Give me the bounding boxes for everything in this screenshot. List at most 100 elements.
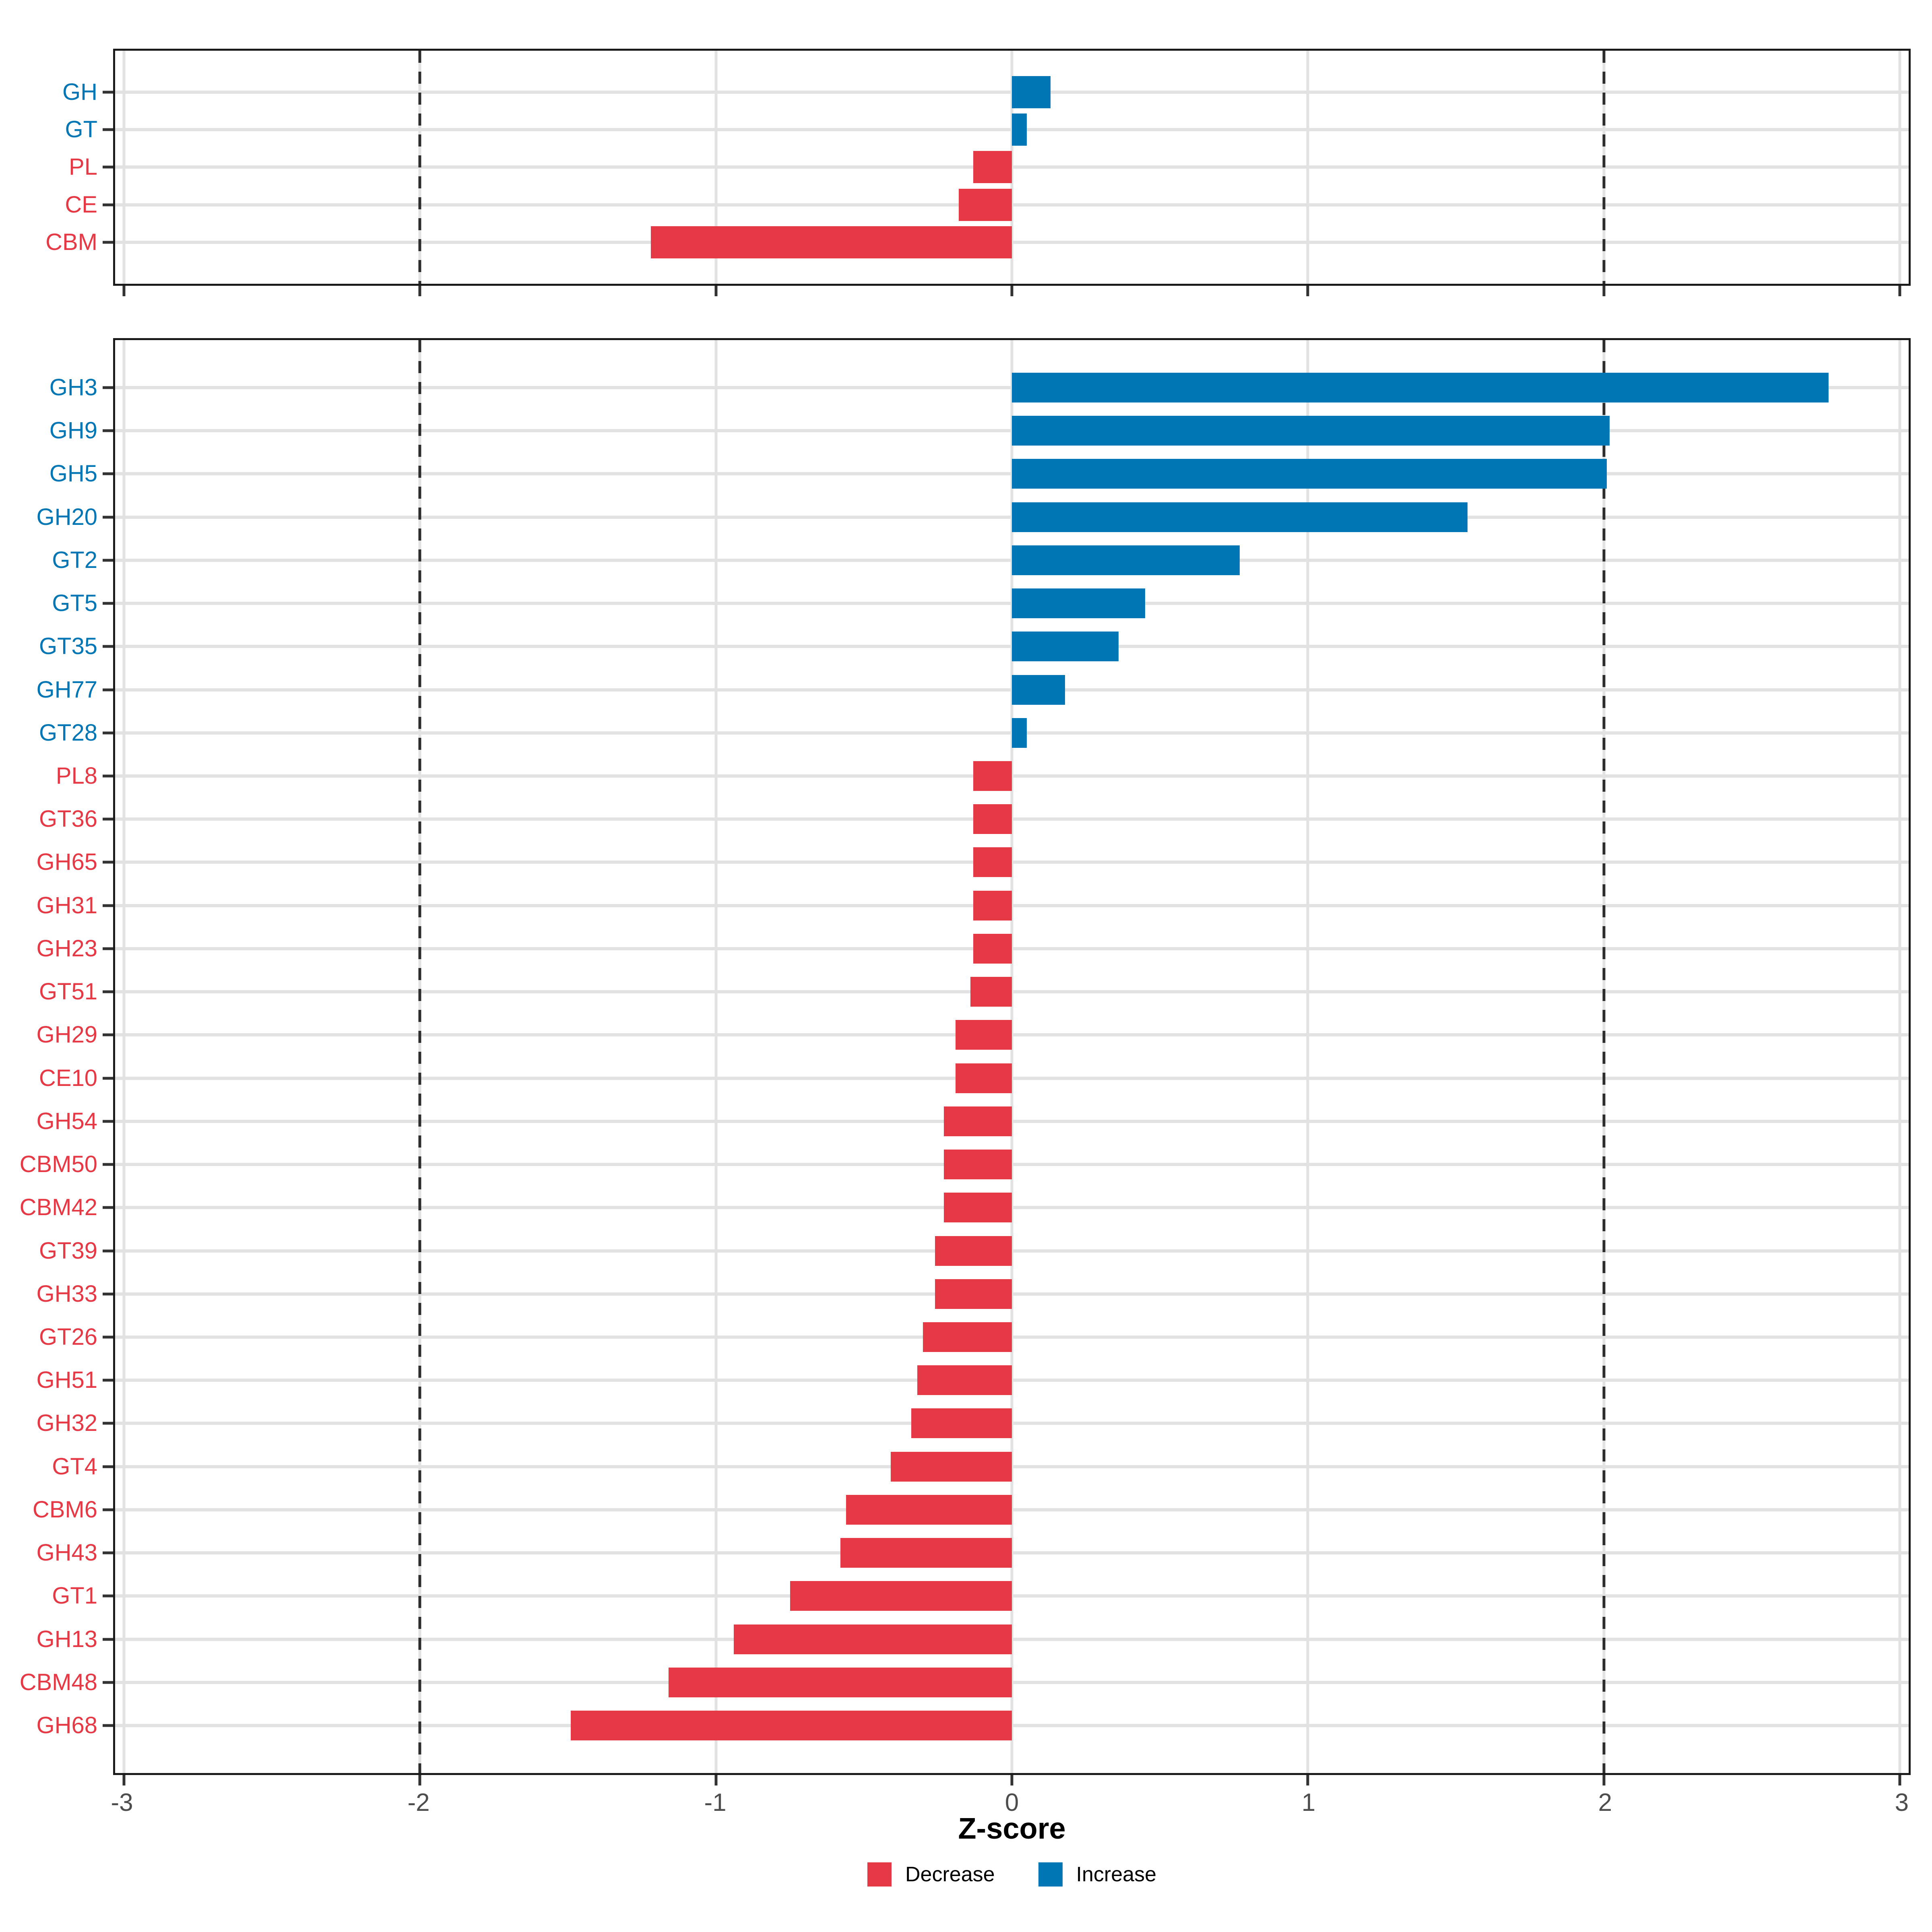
x-tick-label--3: -3	[111, 1789, 133, 1816]
bar-row-GT39: GT39	[39, 1229, 1909, 1272]
row-gridline	[115, 1119, 1909, 1123]
bar-row-GH68: GH68	[36, 1704, 1909, 1747]
y-axis-tick	[103, 947, 113, 950]
row-gridline	[115, 817, 1909, 821]
bar-row-PL: PL	[69, 149, 1909, 186]
bar-GT51	[970, 977, 1012, 1007]
y-axis-label-CBM42: CBM42	[19, 1194, 97, 1221]
bar-row-GH9: GH9	[50, 409, 1909, 452]
y-axis-label-GH5: GH5	[49, 460, 97, 487]
x-tick-label-3: 3	[1895, 1789, 1909, 1816]
bar-CBM48	[669, 1667, 1012, 1697]
bar-GH13	[733, 1624, 1012, 1654]
y-axis-tick	[103, 731, 113, 735]
gridline-x-0	[1010, 340, 1013, 1773]
y-axis-label-GH33: GH33	[36, 1280, 97, 1307]
bar-GH9	[1012, 416, 1610, 446]
y-axis-label-GH9: GH9	[49, 417, 97, 444]
bar-row-GT28: GT28	[39, 711, 1909, 754]
bar-row-GH: GH	[62, 73, 1909, 111]
y-axis-tick	[103, 559, 113, 562]
bar-row-GT5: GT5	[52, 582, 1909, 625]
row-gridline	[115, 1680, 1909, 1684]
legend-spacer	[1009, 1874, 1025, 1875]
gridline-x--1	[714, 340, 718, 1773]
x-axis-tick--1	[714, 1775, 718, 1785]
y-axis-tick	[103, 1379, 113, 1382]
bar-row-CBM42: CBM42	[20, 1186, 1909, 1229]
bar-GH31	[973, 890, 1012, 921]
y-axis-label-PL: PL	[69, 154, 97, 180]
bar-GH20	[1012, 502, 1468, 532]
y-axis-tick	[103, 241, 113, 244]
bar-GT1	[790, 1581, 1012, 1611]
bar-GT28	[1012, 718, 1027, 748]
x-axis-tick-0	[1010, 286, 1013, 296]
row-gridline	[115, 1508, 1909, 1511]
legend-key-decrease	[867, 1862, 892, 1887]
y-axis-tick	[103, 1335, 113, 1339]
y-axis-tick	[103, 429, 113, 432]
row-gridline	[115, 947, 1909, 950]
bar-row-GH33: GH33	[36, 1272, 1909, 1315]
row-gridline	[115, 203, 1909, 206]
bar-row-GH65: GH65	[36, 841, 1909, 884]
y-axis-tick	[103, 817, 113, 821]
row-gridline	[115, 1379, 1909, 1382]
bar-row-CE: CE	[65, 186, 1909, 223]
bar-CE	[958, 188, 1012, 221]
bar-row-GT1: GT1	[52, 1575, 1909, 1618]
y-axis-tick	[103, 1249, 113, 1253]
dashed-reference-line--2	[418, 340, 421, 1773]
row-gridline	[115, 1422, 1909, 1425]
y-axis-label-CE10: CE10	[39, 1065, 97, 1091]
y-axis-tick	[103, 1465, 113, 1468]
bar-row-GH54: GH54	[36, 1100, 1909, 1143]
bar-row-GH51: GH51	[36, 1359, 1909, 1402]
bar-GH77	[1012, 675, 1065, 705]
x-axis-tick-3	[1898, 286, 1901, 296]
y-axis-label-GT4: GT4	[52, 1453, 97, 1480]
bar-GT35	[1012, 632, 1119, 662]
x-tick-label-0: 0	[1005, 1789, 1019, 1816]
bar-row-GH23: GH23	[36, 927, 1909, 970]
bar-GH23	[973, 933, 1012, 964]
y-axis-label-PL8: PL8	[56, 763, 97, 789]
bar-CBM50	[943, 1150, 1012, 1180]
y-axis-tick	[103, 165, 113, 169]
x-axis-tick--3	[122, 286, 126, 296]
y-axis-tick	[103, 602, 113, 605]
y-axis-label-GH77: GH77	[36, 676, 97, 703]
bar-GH68	[571, 1711, 1012, 1741]
y-axis-label-GT2: GT2	[52, 547, 97, 573]
y-axis-tick	[103, 1120, 113, 1123]
bar-row-GT35: GT35	[39, 625, 1909, 668]
legend-label-decrease: Decrease	[905, 1863, 995, 1886]
x-axis-tick-2	[1602, 1775, 1606, 1785]
y-axis-label-GH54: GH54	[36, 1108, 97, 1134]
row-gridline	[115, 241, 1909, 244]
bar-GH65	[973, 847, 1012, 877]
bar-row-GH31: GH31	[36, 884, 1909, 927]
row-gridline	[115, 1335, 1909, 1339]
gridline-x-3	[1898, 340, 1901, 1773]
bar-row-GH32: GH32	[36, 1402, 1909, 1445]
y-axis-tick	[103, 516, 113, 519]
bar-GT36	[973, 804, 1012, 834]
row-gridline	[115, 861, 1909, 864]
bar-CBM42	[943, 1193, 1012, 1223]
row-gridline	[115, 1206, 1909, 1210]
bar-CBM6	[846, 1494, 1012, 1525]
bar-GT26	[923, 1322, 1012, 1352]
y-axis-label-CBM50: CBM50	[19, 1151, 97, 1178]
bar-GT5	[1012, 588, 1145, 619]
y-axis-tick	[103, 1508, 113, 1511]
x-axis-tick--1	[714, 286, 718, 296]
legend-key-increase	[1038, 1862, 1063, 1887]
y-axis-label-GT35: GT35	[39, 633, 97, 660]
y-axis-label-GH65: GH65	[36, 849, 97, 875]
y-axis-tick	[103, 688, 113, 691]
y-axis-tick	[103, 1292, 113, 1296]
y-axis-tick	[103, 1033, 113, 1036]
y-axis-tick	[103, 1551, 113, 1554]
